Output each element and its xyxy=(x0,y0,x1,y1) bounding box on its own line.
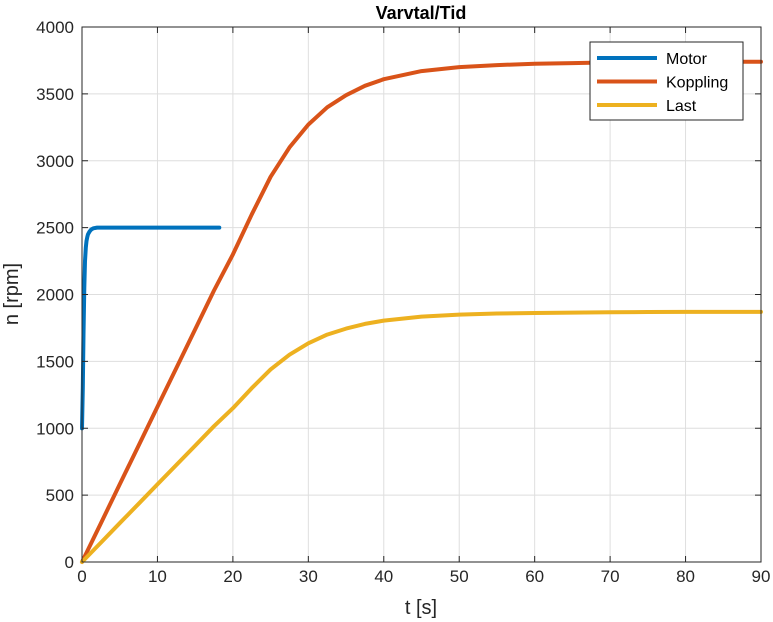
y-tick-label: 1000 xyxy=(36,419,74,438)
y-tick-label: 1500 xyxy=(36,352,74,371)
series-line-last xyxy=(80,309,763,564)
x-tick-label: 90 xyxy=(752,567,771,586)
y-tick-label: 0 xyxy=(65,553,74,572)
legend: Motor Koppling Last xyxy=(589,41,744,121)
legend-label-koppling: Koppling xyxy=(666,75,728,92)
x-tick-label: 60 xyxy=(525,567,544,586)
y-tick-label: 500 xyxy=(46,486,74,505)
y-tick-label: 3000 xyxy=(36,152,74,171)
y-tick-label: 2000 xyxy=(36,286,74,305)
x-tick-label: 70 xyxy=(601,567,620,586)
x-tick-label: 40 xyxy=(374,567,393,586)
y-axis-label: n [rpm] xyxy=(1,263,23,325)
y-tick-label: 4000 xyxy=(36,18,74,37)
legend-label-motor: Motor xyxy=(666,51,708,68)
x-axis-label: t [s] xyxy=(405,597,437,619)
x-tick-label: 80 xyxy=(676,567,695,586)
y-tick-label: 3500 xyxy=(36,85,74,104)
x-tick-label: 20 xyxy=(223,567,242,586)
y-tick-label: 2500 xyxy=(36,219,74,238)
series-line-motor xyxy=(80,225,222,431)
chart-title: Varvtal/Tid xyxy=(376,3,467,23)
x-tick-label: 50 xyxy=(450,567,469,586)
x-tick-label: 30 xyxy=(299,567,318,586)
legend-label-last: Last xyxy=(666,98,697,115)
x-axis: 0 10 20 30 40 50 60 70 80 90 xyxy=(77,27,770,586)
x-tick-label: 0 xyxy=(77,567,86,586)
x-tick-label: 10 xyxy=(148,567,167,586)
y-axis: 0 500 1000 1500 2000 2500 3000 3500 4000 xyxy=(36,18,761,572)
